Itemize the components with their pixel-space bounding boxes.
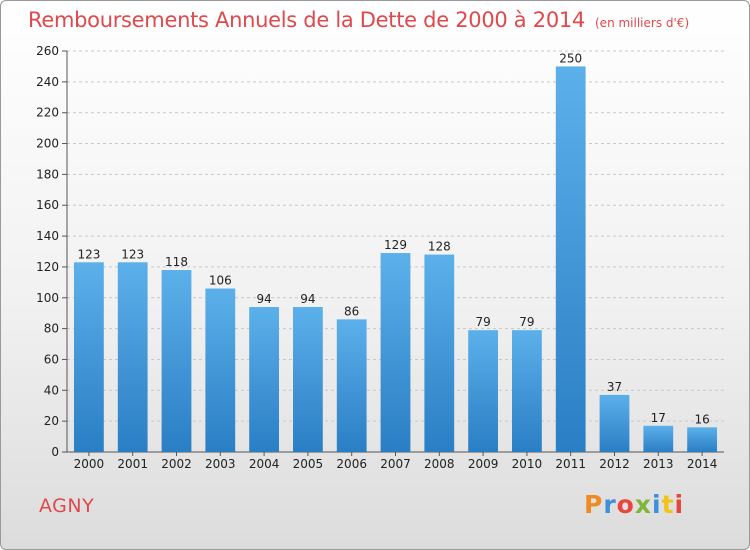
y-tick-label: 0 — [51, 445, 59, 459]
x-tick-label: 2010 — [512, 457, 543, 471]
data-label: 79 — [519, 315, 534, 329]
y-tick-label: 240 — [36, 75, 59, 89]
bar — [643, 425, 674, 452]
x-tick-label: 2000 — [74, 457, 105, 471]
bar — [468, 330, 498, 452]
x-tick-label: 2005 — [293, 457, 324, 471]
x-tick-label: 2014 — [687, 457, 718, 471]
value-labels: 123 123 118 106 94 94 86 129 128 79 79 250 37 17 16 — [77, 51, 709, 426]
x-tick-label: 2007 — [380, 457, 411, 471]
data-label: 129 — [384, 238, 407, 252]
y-tick-label: 100 — [36, 291, 59, 305]
y-tick-label: 20 — [44, 414, 59, 428]
y-tick-label: 220 — [36, 106, 59, 120]
x-tick-label: 2006 — [336, 457, 367, 471]
bar — [336, 319, 367, 452]
bar — [249, 307, 279, 452]
data-label: 37 — [607, 380, 622, 394]
y-tick-label: 140 — [36, 229, 59, 243]
y-tick-label: 160 — [36, 198, 59, 212]
bar — [117, 262, 148, 452]
y-tick-label: 80 — [44, 322, 59, 336]
bar — [74, 262, 104, 452]
proxiti-logo[interactable]: Proxiti — [584, 490, 685, 519]
bar — [424, 254, 455, 452]
y-tick-label: 60 — [44, 352, 59, 366]
data-label: 250 — [559, 51, 582, 65]
x-tick-label: 2012 — [599, 457, 630, 471]
bar — [599, 394, 630, 452]
y-tick-label: 200 — [36, 137, 59, 151]
x-tick-label: 2009 — [468, 457, 499, 471]
bar — [161, 270, 192, 452]
chart-title-block: Remboursements Annuels de la Dette de 20… — [28, 8, 689, 32]
bar — [512, 330, 542, 452]
data-label: 16 — [694, 412, 709, 426]
bar — [687, 427, 717, 452]
y-tick-label: 260 — [36, 44, 59, 58]
x-tick-label: 2002 — [161, 457, 192, 471]
bar — [205, 288, 236, 452]
bar — [555, 66, 586, 452]
data-label: 94 — [256, 292, 271, 306]
data-label: 86 — [344, 304, 359, 318]
chart-title: Remboursements Annuels de la Dette de 20… — [28, 8, 585, 32]
bar — [380, 253, 411, 452]
chart-unit: (en milliers d'€) — [595, 16, 690, 30]
y-tick-label: 180 — [36, 167, 59, 181]
data-label: 118 — [165, 255, 188, 269]
x-tick-label: 2003 — [205, 457, 236, 471]
data-label: 106 — [209, 274, 232, 288]
x-tick-label: 2013 — [643, 457, 674, 471]
x-tick-label: 2001 — [117, 457, 148, 471]
x-tick-label: 2004 — [249, 457, 280, 471]
y-tick-label: 120 — [36, 260, 59, 274]
x-tick-label: 2011 — [555, 457, 586, 471]
bar — [293, 307, 323, 452]
data-label: 128 — [428, 240, 451, 254]
commune-name: AGNY — [39, 495, 95, 517]
data-label: 94 — [300, 292, 315, 306]
data-label: 17 — [651, 411, 666, 425]
y-tick-label: 40 — [44, 383, 59, 397]
data-label: 123 — [121, 247, 144, 261]
bars — [74, 66, 717, 452]
x-tick-label: 2008 — [424, 457, 455, 471]
data-label: 79 — [475, 315, 490, 329]
data-label: 123 — [77, 247, 100, 261]
